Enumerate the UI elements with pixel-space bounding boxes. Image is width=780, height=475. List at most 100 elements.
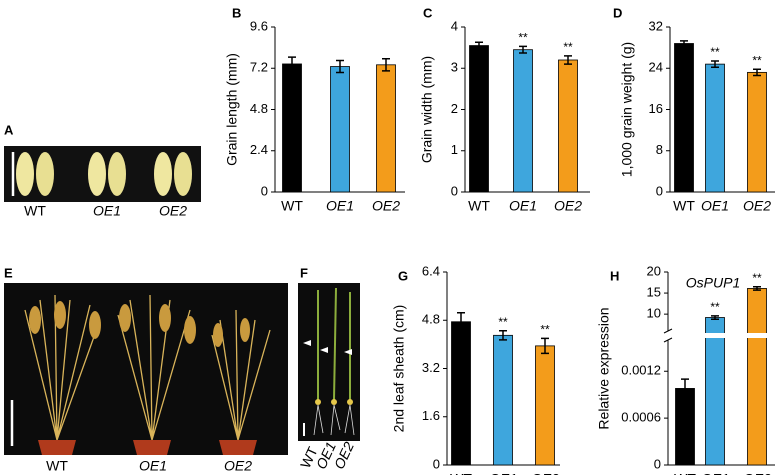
error-bar (519, 45, 527, 54)
y-tick-label: 4.8 (422, 312, 440, 327)
y-tick-label: 4 (451, 18, 458, 33)
x-tick-label: OE2 (531, 471, 559, 475)
y-axis-label: Grain length (mm) (224, 53, 240, 166)
x-tick-label: OE1 (509, 198, 537, 214)
y-tick-label: 4.8 (250, 101, 268, 116)
x-tick-label: OE2 (554, 198, 582, 214)
y-tick-label: 2 (451, 101, 458, 116)
significance: ** (752, 53, 762, 67)
x-tick-label: OE1 (326, 198, 354, 214)
significance: ** (563, 40, 573, 54)
x-tick-label: OE2 (743, 198, 771, 214)
axis-break-mark (663, 328, 673, 343)
y-tick-label: 1.6 (422, 408, 440, 423)
panel-label: D (613, 5, 622, 20)
photo-caption: WT (24, 203, 46, 219)
bar (535, 345, 555, 466)
error-bar (336, 59, 344, 74)
x-tick-label: OE2 (372, 198, 400, 214)
bar (675, 388, 695, 466)
error-bar (711, 315, 719, 320)
error-bar (541, 337, 549, 355)
y-tick-label: 8 (656, 142, 663, 157)
photo-caption: OE1 (93, 203, 121, 219)
y-axis-label: 2nd leaf sheath (cm) (391, 305, 407, 433)
y-tick-label: 7.2 (250, 60, 268, 75)
panel-label: A (4, 122, 14, 137)
error-bar (711, 60, 719, 68)
grain-photo (4, 146, 201, 202)
bar (747, 288, 767, 466)
bar (469, 45, 489, 193)
error-bar (288, 56, 296, 72)
y-tick-label: 0 (656, 183, 663, 198)
panel-label: B (232, 5, 241, 20)
error-bar (681, 378, 689, 399)
x-tick-label: WT (450, 471, 472, 475)
x-tick-label: WT (673, 198, 695, 214)
error-bar (475, 41, 483, 50)
significance: ** (710, 45, 720, 59)
significance: ** (752, 271, 762, 285)
y-tick-label: 0.0006 (621, 410, 661, 425)
x-tick-label: OE1 (701, 198, 729, 214)
y-tick-label: 16 (649, 101, 663, 116)
y-tick-label: 15 (647, 285, 661, 300)
y-tick-label: 2.4 (250, 142, 268, 157)
y-tick-label: 32 (649, 18, 663, 33)
seedling-photo (298, 283, 360, 441)
y-tick-label: 3.2 (422, 360, 440, 375)
y-tick-label: 9.6 (250, 18, 268, 33)
y-axis-label: Grain width (mm) (419, 56, 435, 163)
y-tick-label: 20 (647, 263, 661, 278)
bar (705, 317, 725, 466)
error-bar (499, 330, 507, 341)
y-tick-label: 0 (654, 456, 661, 471)
y-tick-label: 0 (451, 183, 458, 198)
y-axis-label: Relative expression (596, 307, 612, 429)
y-tick-label: 24 (649, 60, 663, 75)
x-tick-label: OE2 (743, 471, 771, 475)
error-bar (680, 40, 688, 47)
x-tick-label: WT (468, 198, 490, 214)
panel-label: H (610, 268, 619, 283)
bar (330, 66, 350, 193)
error-bar (382, 58, 390, 72)
plant-photo (4, 283, 288, 455)
y-tick-label: 1 (451, 142, 458, 157)
error-bar (753, 286, 761, 291)
error-bar (457, 311, 465, 332)
bar (705, 63, 725, 193)
bar (376, 64, 396, 193)
bar (282, 63, 302, 193)
bar (747, 71, 767, 193)
y-tick-label: 6.4 (422, 263, 440, 278)
significance: ** (498, 315, 508, 329)
y-tick-label: 0.0012 (621, 363, 661, 378)
axis-break (674, 333, 775, 338)
bar (513, 49, 533, 193)
panel-label: G (398, 268, 408, 283)
x-tick-label: OE1 (701, 471, 729, 475)
y-tick-label: 0 (433, 456, 440, 471)
y-tick-label: 3 (451, 60, 458, 75)
photo-caption: OE2 (331, 439, 357, 471)
chart-title: OsPUP1 (686, 275, 740, 291)
panel-label: E (4, 265, 13, 280)
bar (451, 321, 471, 466)
y-axis-label: 1,000 grain weight (g) (619, 42, 635, 177)
photo-caption: OE2 (159, 203, 187, 219)
bar (674, 43, 694, 193)
x-tick-label: WT (281, 198, 303, 214)
y-tick-label: 0 (261, 183, 268, 198)
photo-caption: OE2 (224, 458, 252, 474)
y-tick-label: 10 (647, 306, 661, 321)
error-bar (753, 68, 761, 77)
error-bar (564, 55, 572, 65)
photo-caption: OE1 (139, 458, 167, 474)
panel-label: F (300, 265, 308, 280)
x-tick-label: OE1 (489, 471, 517, 475)
significance: ** (540, 323, 550, 337)
significance: ** (518, 31, 528, 45)
